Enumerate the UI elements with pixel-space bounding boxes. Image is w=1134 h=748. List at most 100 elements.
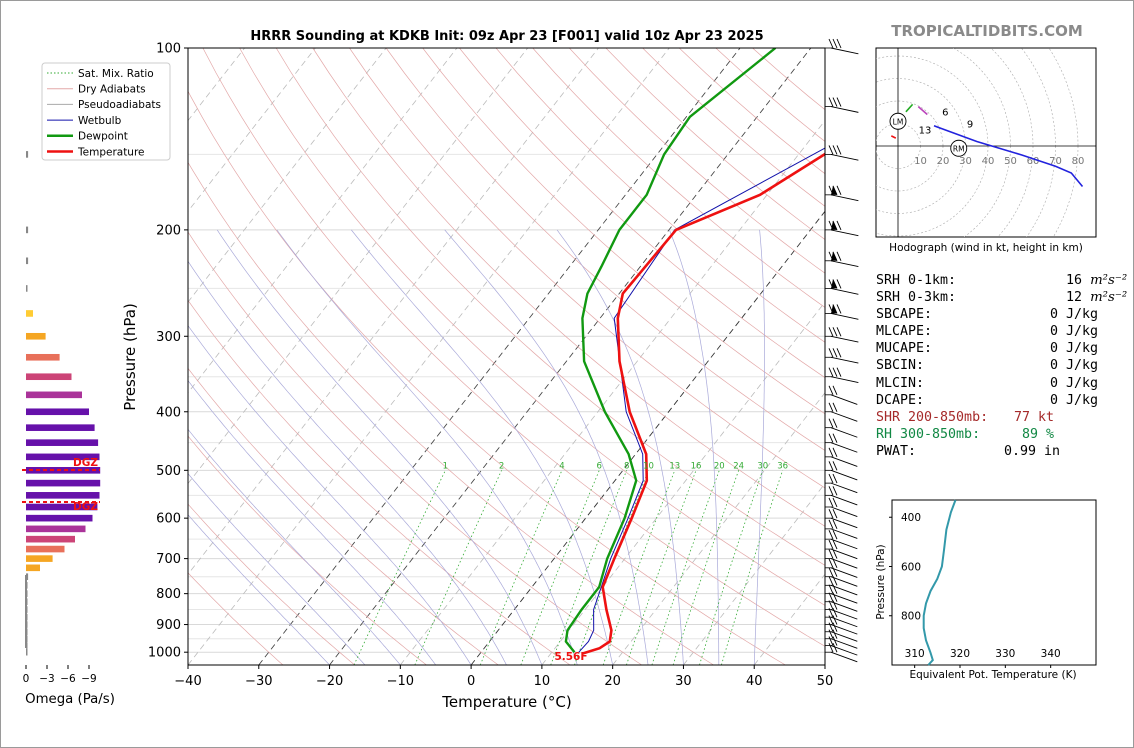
wind-barb-feather	[828, 584, 834, 594]
x-tick-label: 40	[746, 674, 763, 689]
wind-barb-feather	[832, 567, 838, 577]
index-value: 0.99 in	[988, 443, 1061, 459]
index-value: 0 J/kg	[1018, 375, 1099, 391]
index-label: MUCAPE:	[876, 341, 933, 357]
wind-barb-feather	[832, 433, 838, 443]
omega-bar	[26, 453, 100, 461]
omega-bar	[26, 525, 86, 533]
mixing-ratio-line	[414, 470, 502, 665]
wind-barb-shaft	[830, 469, 858, 481]
omega-bar	[26, 564, 40, 572]
wind-barb	[828, 539, 858, 560]
wind-barb-shaft	[830, 456, 858, 467]
dry-adiabat	[532, 48, 825, 308]
wind-barb-feather	[832, 549, 838, 559]
mixing-ratio-label: 24	[733, 461, 744, 471]
wind-barb-shaft	[830, 567, 858, 578]
theta-e-axis-label: Equivalent Pot. Temperature (K)	[909, 669, 1076, 681]
omega-bar	[26, 391, 82, 399]
omega-bar	[26, 332, 46, 340]
moist-adiabat	[556, 229, 684, 665]
dry-adiabat	[239, 48, 825, 606]
wind-barb-feather	[828, 508, 834, 519]
dry-adiabat	[188, 572, 284, 665]
wind-barb-shaft	[830, 593, 858, 604]
wind-barb	[828, 433, 858, 453]
wind-barb	[828, 348, 859, 364]
index-label: SBCIN:	[876, 358, 925, 374]
wind-barb	[828, 473, 858, 494]
hodograph-trace	[933, 125, 1084, 188]
moist-adiabat	[216, 229, 543, 665]
hodograph-height-label: 6	[942, 108, 948, 119]
y-tick-label: 300	[156, 330, 181, 345]
wind-barb-shaft	[830, 517, 858, 529]
wind-barb-shaft	[830, 376, 859, 383]
wind-barb-shaft	[830, 558, 858, 569]
wind-barb-shaft	[830, 356, 859, 364]
wind-barb	[828, 567, 858, 587]
wind-barb	[828, 38, 859, 55]
mixing-ratio-line	[721, 470, 784, 665]
index-label: RH 300-850mb:	[876, 426, 981, 442]
hodograph-ring-label: 80	[1072, 156, 1085, 167]
wind-barb-feather	[836, 348, 842, 358]
wind-barb-feather	[828, 38, 834, 49]
omega-bar	[26, 555, 53, 562]
omega-bar	[26, 285, 28, 292]
wind-barb-feather	[832, 558, 838, 568]
index-value: 0 J/kg	[1018, 324, 1099, 340]
isotherm-line	[258, 48, 741, 665]
wind-barb-feather	[828, 529, 834, 540]
dry-adiabat	[495, 48, 825, 343]
x-tick-label: 0	[467, 674, 475, 689]
wind-barb	[828, 220, 859, 237]
wind-barb-feather	[836, 304, 842, 314]
wind-barb-feather	[832, 592, 838, 602]
index-row: MLCIN: 0 J/kg	[876, 375, 1099, 392]
wind-barb-shaft	[830, 229, 859, 237]
hodograph-plot: 10 20 30 40 50 60 70 80 LM RM 13 6 9	[876, 48, 1096, 237]
index-row: SHR 200-850mb: 77 kt	[876, 409, 1096, 426]
theta-e-y-label: Pressure (hPa)	[875, 544, 887, 619]
legend-entry: Pseudoadiabats	[78, 99, 161, 111]
wind-barb-shaft	[830, 260, 859, 268]
wind-barb	[828, 615, 858, 635]
hodograph-ring-label: 60	[1027, 156, 1040, 167]
mixing-ratio-line	[651, 470, 720, 665]
temperature-line	[582, 152, 825, 655]
omega-bar	[26, 373, 72, 381]
mixing-ratio-label: 13	[669, 461, 680, 471]
wind-barb-feather	[828, 600, 834, 610]
dewpoint-line	[564, 48, 777, 653]
dry-adiabat	[349, 48, 825, 489]
wind-barb	[828, 145, 859, 161]
wind-barb-feather	[828, 486, 834, 496]
isotherm-line	[470, 210, 825, 665]
wind-barb-feather	[832, 643, 838, 653]
y-tick-label: 400	[156, 405, 181, 420]
hodograph-ring-label: 70	[1049, 156, 1062, 167]
index-value: 89 %	[1006, 426, 1055, 442]
wind-barb-feather	[828, 418, 834, 428]
hodograph-marker-label: LM	[893, 117, 904, 126]
wind-barb-feather	[828, 348, 834, 358]
wind-barb	[828, 385, 858, 405]
wind-barb-shaft	[830, 442, 858, 453]
index-row: MUCAPE: 0 J/kg	[876, 340, 1098, 357]
wind-barb-feather	[828, 385, 834, 396]
wind-barb-feather	[828, 629, 834, 639]
wind-barb	[828, 508, 858, 529]
index-label: SBCAPE:	[876, 307, 933, 323]
wind-barb-feather	[836, 185, 842, 196]
wind-barb-shaft	[830, 494, 858, 506]
omega-bar	[26, 545, 65, 553]
wind-barb-feather	[832, 327, 838, 337]
dry-adiabat	[188, 367, 499, 665]
wind-barb	[828, 185, 859, 202]
dry-adiabat	[312, 48, 825, 527]
theta-e-x-tick-label: 330	[995, 648, 1015, 660]
wind-barb	[828, 251, 859, 268]
wind-barb-feather	[832, 539, 838, 550]
x-tick-label: 20	[604, 674, 621, 689]
